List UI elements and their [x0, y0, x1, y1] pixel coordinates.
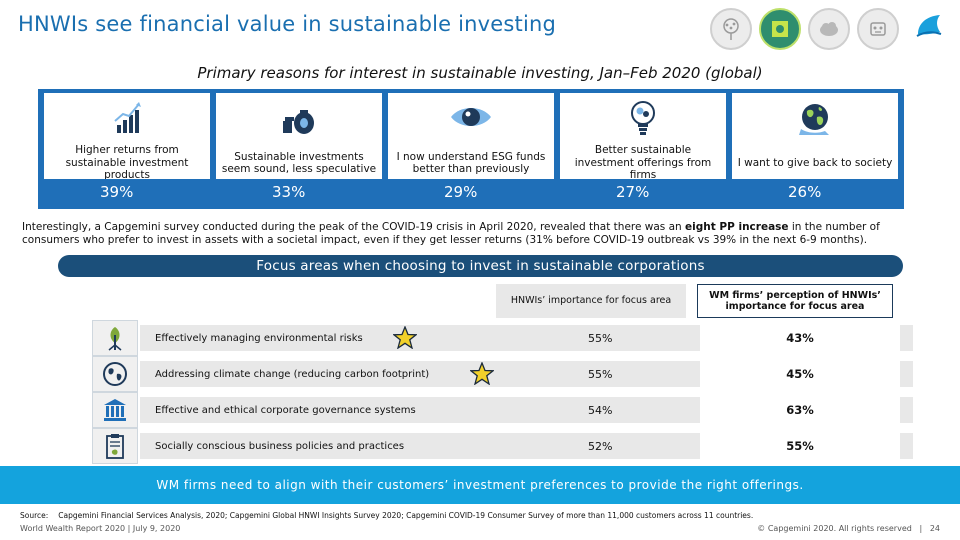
reason-text: Better sustainable investment offerings … [574, 144, 712, 182]
page-number: 24 [929, 524, 940, 533]
tree-icon [723, 18, 739, 40]
reason-percentage: 26% [730, 179, 900, 205]
paragraph-text: in the number of consumers who prefer to… [22, 221, 880, 246]
robot-icon [870, 22, 886, 36]
reason-card: I want to give back to society 26% [730, 93, 900, 205]
globe-icon [732, 99, 898, 137]
cloud-icon [820, 22, 838, 36]
government-building-icon [92, 392, 138, 428]
hnwi-importance-value: 55% [588, 367, 613, 381]
reason-text: I want to give back to society [737, 156, 893, 169]
firm-perception-value: 55% [700, 433, 900, 459]
nav-icon-client[interactable] [808, 8, 850, 50]
reason-percentage: 33% [214, 179, 384, 205]
clipboard-icon [92, 428, 138, 464]
firm-perception-value: 43% [700, 325, 900, 351]
nav-icon-sustainable[interactable] [759, 8, 801, 50]
paragraph-text: Interestingly, a Capgemini survey conduc… [22, 221, 686, 233]
hnwi-importance-value: 54% [588, 403, 613, 417]
paragraph-highlight: eight PP increase [685, 221, 789, 233]
source-note: Source: Capgemini Financial Services Anal… [20, 511, 753, 520]
reason-card: Better sustainable investment offerings … [558, 93, 728, 205]
spade-logo-icon [916, 15, 942, 37]
footer-separator: | [919, 524, 923, 533]
hnwi-importance-value: 52% [588, 439, 613, 453]
focus-row-label: Socially conscious business policies and… [155, 440, 405, 452]
focus-row-label: Effective and ethical corporate governan… [155, 404, 416, 416]
copyright-footer: © Capgemini 2020. All rights reserved | … [757, 524, 940, 533]
source-label: Source: [20, 511, 49, 520]
column-header-hnwi: HNWIs’ importance for focus area [496, 284, 686, 318]
reason-card: I now understand ESG funds better than p… [386, 93, 556, 205]
report-footer: World Wealth Report 2020 | July 9, 2020 [20, 524, 181, 533]
source-text: Capgemini Financial Services Analysis, 2… [58, 511, 754, 520]
capgemini-logo [914, 12, 944, 42]
eye-icon [388, 99, 554, 137]
nav-icon-digital[interactable] [857, 8, 899, 50]
focus-row: Socially conscious business policies and… [140, 433, 913, 459]
globe-icon [92, 356, 138, 392]
focus-row: Effectively managing environmental risks… [140, 325, 913, 351]
firm-perception-value: 63% [700, 397, 900, 423]
focus-row: Effective and ethical corporate governan… [140, 397, 913, 423]
firm-perception-value: 45% [700, 361, 900, 387]
page-title: HNWIs see financial value in sustainable… [18, 12, 557, 36]
focus-section-title: Focus areas when choosing to invest in s… [58, 255, 903, 277]
focus-row-label: Addressing climate change (reducing carb… [155, 368, 430, 380]
focus-row: Addressing climate change (reducing carb… [140, 361, 913, 387]
leaf-badge-icon [772, 21, 788, 37]
section-nav [710, 8, 899, 50]
lightbulb-icon [560, 99, 726, 137]
column-header-firm: WM firms’ perception of HNWIs’ importanc… [697, 284, 893, 318]
reason-text: Higher returns from sustainable investme… [65, 144, 189, 182]
key-takeaway-banner: WM firms need to align with their custom… [0, 466, 960, 504]
reason-card: Higher returns from sustainable investme… [42, 93, 212, 205]
nav-icon-wealth[interactable] [710, 8, 752, 50]
star-icon [469, 361, 495, 389]
plant-icon [92, 320, 138, 356]
insight-paragraph: Interestingly, a Capgemini survey conduc… [22, 221, 940, 247]
hnwi-importance-value: 55% [588, 331, 613, 345]
reasons-panel: Higher returns from sustainable investme… [38, 89, 904, 209]
reason-card: Sustainable investments seem sound, less… [214, 93, 384, 205]
reason-percentage: 39% [42, 179, 212, 205]
money-bag-icon [216, 99, 382, 137]
reason-text: Sustainable investments seem sound, less… [221, 150, 377, 176]
star-icon [392, 325, 418, 353]
reasons-subtitle: Primary reasons for interest in sustaina… [197, 64, 763, 82]
focus-row-label: Effectively managing environmental risks [155, 332, 363, 344]
reason-percentage: 29% [386, 179, 556, 205]
reason-percentage: 27% [558, 179, 728, 205]
copyright-text: © Capgemini 2020. All rights reserved [757, 524, 912, 533]
reason-text: I now understand ESG funds better than p… [396, 150, 546, 176]
growth-chart-icon [44, 99, 210, 137]
